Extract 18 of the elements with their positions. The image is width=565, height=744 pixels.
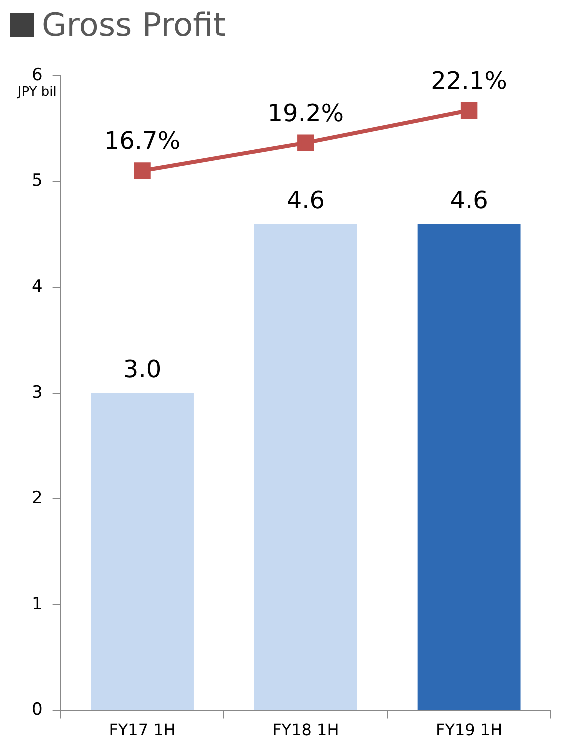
y-tick-label: 2: [32, 488, 43, 509]
y-tick-label: 4: [32, 277, 43, 298]
data-label: 16.7%: [104, 127, 181, 156]
chart-title: Gross Profit: [42, 6, 226, 44]
y-tick-label: 5: [32, 171, 43, 192]
data-label: 19.2%: [268, 99, 344, 128]
y-tick-label: 3: [32, 382, 43, 403]
x-tick-label: FY17 1H: [109, 720, 176, 740]
y-tick-label: 0: [32, 700, 43, 720]
data-label: 3.0: [123, 356, 162, 384]
y-tick-label: 1: [32, 594, 43, 614]
data-label: 22.1%: [431, 66, 508, 95]
x-tick-label: FY19 1H: [436, 720, 503, 740]
data-label: 4.6: [450, 186, 488, 214]
x-tick-label: FY18 1H: [272, 720, 340, 740]
y-tick-label: 6: [32, 65, 43, 86]
data-label: 4.6: [286, 186, 325, 214]
y-axis-title: JPY bil: [16, 84, 57, 100]
